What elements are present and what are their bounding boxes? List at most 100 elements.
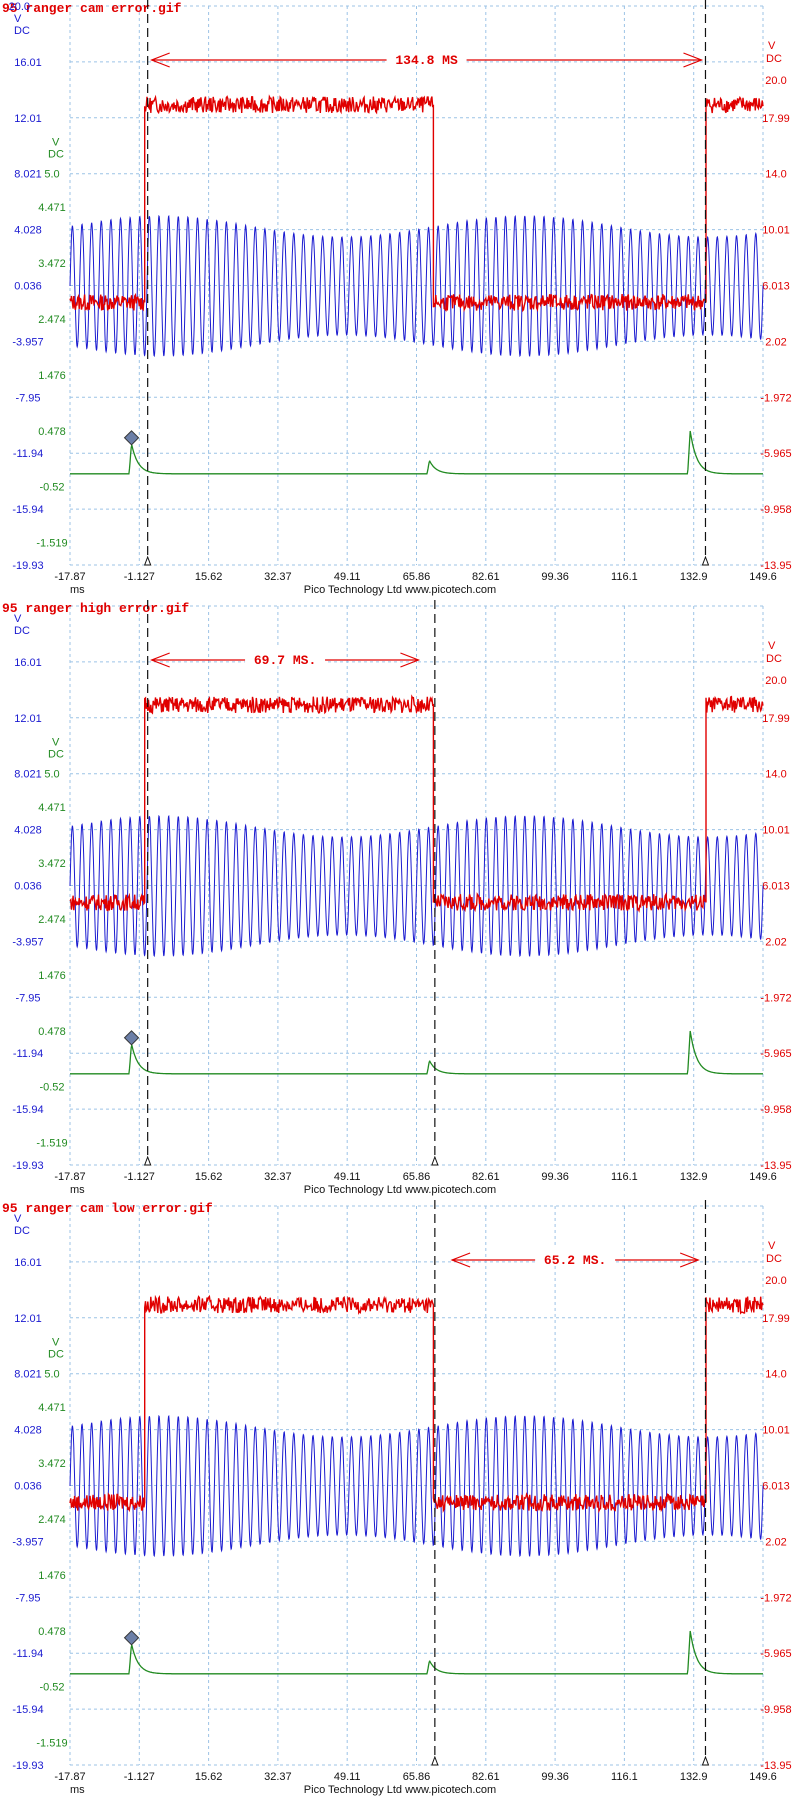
green-tick-label: 3.472 bbox=[38, 1458, 66, 1470]
blue-tick-label: 4.028 bbox=[14, 825, 42, 837]
blue-unit-label: V bbox=[14, 1213, 22, 1225]
x-tick-label: 65.86 bbox=[403, 571, 431, 583]
annotation-bg bbox=[535, 1248, 616, 1264]
blue-tick-label: 0.036 bbox=[14, 1481, 42, 1493]
x-unit-label: ms bbox=[70, 584, 85, 596]
x-tick-label: 65.86 bbox=[403, 1771, 431, 1783]
blue-tick-label: -19.93 bbox=[12, 1760, 43, 1772]
blue-tick-label: -7.95 bbox=[15, 992, 40, 1004]
cursor-marker bbox=[701, 1755, 710, 1766]
red-tick-label: 20.0 bbox=[765, 675, 786, 687]
blue-tick-label: -19.93 bbox=[12, 560, 43, 572]
red-unit-label: DC bbox=[766, 1253, 782, 1265]
red-tick-label: 6.013 bbox=[762, 281, 790, 293]
green-tick-label: 4.471 bbox=[38, 1402, 66, 1414]
arrow-head-right bbox=[679, 1252, 700, 1268]
blue-tick-label: -11.94 bbox=[13, 1648, 43, 1660]
green-tick-label: -0.52 bbox=[39, 1682, 64, 1694]
red-tick-label: 14.0 bbox=[765, 769, 786, 781]
green-tick-label: 1.476 bbox=[38, 970, 66, 982]
green-tick-label: 2.474 bbox=[38, 914, 66, 926]
red-tick-label: 2.02 bbox=[765, 1536, 786, 1548]
green-tick-label: 1.476 bbox=[38, 370, 66, 382]
x-tick-label: 49.11 bbox=[334, 1171, 361, 1183]
blue-tick-label: -19.93 bbox=[12, 1160, 43, 1172]
green-unit-label: DC bbox=[48, 149, 64, 161]
green-trace bbox=[70, 1030, 763, 1075]
green-tick-label: -1.519 bbox=[36, 1138, 67, 1150]
blue-unit-label: DC bbox=[14, 625, 30, 637]
red-tick-label: -9.958 bbox=[760, 504, 791, 516]
arrow-head-right bbox=[400, 652, 421, 668]
red-unit-label: V bbox=[768, 40, 776, 52]
arrow-head-right bbox=[683, 52, 704, 68]
blue-trace bbox=[69, 214, 764, 358]
blue-trace bbox=[69, 1414, 764, 1558]
credit-text: Pico Technology Ltd www.picotech.com bbox=[304, 1784, 496, 1796]
blue-tick-label: 8.021 bbox=[14, 169, 42, 181]
red-tick-label: 6.013 bbox=[762, 881, 790, 893]
blue-tick-label: -7.95 bbox=[15, 1592, 40, 1604]
green-tick-label: 5.0 bbox=[44, 769, 59, 781]
red-tick-label: 2.02 bbox=[765, 936, 786, 948]
x-tick-label: 99.36 bbox=[541, 571, 569, 583]
trigger-marker bbox=[123, 1630, 140, 1646]
red-tick-label: 17.99 bbox=[762, 113, 790, 125]
x-tick-label: 82.61 bbox=[472, 1171, 500, 1183]
blue-tick-label: 4.028 bbox=[14, 1425, 42, 1437]
blue-trace bbox=[69, 814, 764, 958]
x-tick-label: -1.127 bbox=[124, 571, 155, 583]
green-tick-label: 2.474 bbox=[38, 1514, 66, 1526]
blue-tick-label: 8.021 bbox=[14, 769, 42, 781]
grid bbox=[69, 5, 764, 566]
x-tick-label: 82.61 bbox=[472, 1771, 500, 1783]
green-tick-label: 3.472 bbox=[38, 858, 66, 870]
red-tick-label: -1.972 bbox=[760, 392, 791, 404]
green-tick-label: 4.471 bbox=[38, 202, 66, 214]
x-tick-label: 132.9 bbox=[680, 571, 708, 583]
red-tick-label: -5.965 bbox=[760, 1048, 791, 1060]
annotation-bg bbox=[245, 648, 326, 664]
cursor-marker bbox=[701, 555, 710, 566]
red-tick-label: -13.95 bbox=[760, 560, 791, 572]
green-unit-label: DC bbox=[48, 749, 64, 761]
red-unit-label: V bbox=[768, 1240, 776, 1252]
blue-unit-label: V bbox=[14, 13, 22, 25]
green-tick-label: 5.0 bbox=[44, 1369, 59, 1381]
blue-tick-label: 20.0 bbox=[9, 1, 30, 13]
x-tick-label: 65.86 bbox=[403, 1171, 431, 1183]
x-tick-label: 149.6 bbox=[749, 571, 777, 583]
x-tick-label: -17.87 bbox=[54, 1771, 85, 1783]
x-tick-label: 149.6 bbox=[749, 1771, 777, 1783]
x-tick-label: 116.1 bbox=[611, 1771, 638, 1783]
interval-annotation: 69.7 MS. bbox=[254, 653, 316, 668]
red-tick-label: -5.965 bbox=[760, 1648, 791, 1660]
x-tick-label: -1.127 bbox=[124, 1171, 155, 1183]
x-tick-label: 15.62 bbox=[195, 1771, 223, 1783]
red-trace bbox=[69, 694, 764, 913]
x-tick-label: 15.62 bbox=[195, 571, 223, 583]
x-tick-label: 149.6 bbox=[749, 1171, 777, 1183]
red-tick-label: 6.013 bbox=[762, 1481, 790, 1493]
green-tick-label: 5.0 bbox=[44, 169, 59, 181]
blue-tick-label: -11.94 bbox=[13, 1048, 43, 1060]
green-tick-label: 3.472 bbox=[38, 258, 66, 270]
arrow-head-left bbox=[450, 1252, 471, 1268]
x-tick-label: 99.36 bbox=[541, 1771, 569, 1783]
chart-title: 95 ranger cam error.gif bbox=[2, 1, 182, 16]
blue-tick-label: -15.94 bbox=[12, 1104, 43, 1116]
blue-unit-label: V bbox=[14, 613, 22, 625]
green-tick-label: 2.474 bbox=[38, 314, 66, 326]
cursor-marker bbox=[431, 1155, 439, 1166]
x-tick-label: -17.87 bbox=[54, 1171, 85, 1183]
green-tick-label: -0.52 bbox=[39, 482, 64, 494]
blue-tick-label: 16.01 bbox=[14, 1257, 42, 1269]
trigger-marker bbox=[123, 1030, 140, 1046]
red-trace bbox=[69, 1294, 764, 1514]
red-trace bbox=[69, 94, 764, 313]
blue-tick-label: 0.036 bbox=[14, 881, 42, 893]
credit-text: Pico Technology Ltd www.picotech.com bbox=[304, 1184, 496, 1196]
red-tick-label: -5.965 bbox=[760, 448, 791, 460]
